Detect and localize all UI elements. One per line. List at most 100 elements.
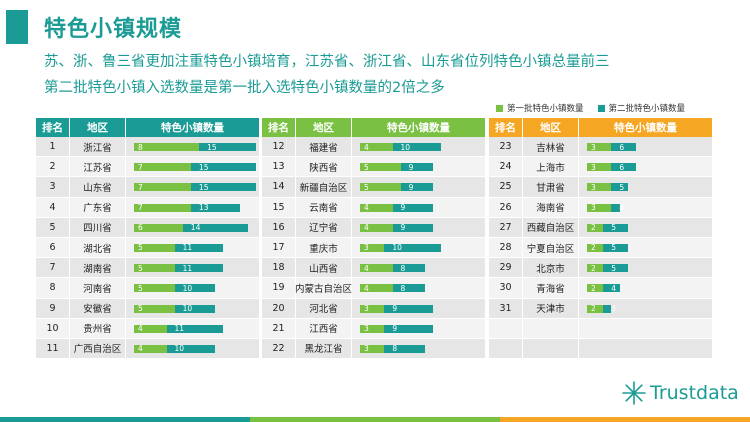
table-row: 17 重庆市 10 3 xyxy=(262,237,486,259)
rank-cell: 27 xyxy=(489,217,523,237)
rank-cell: 16 xyxy=(262,217,296,237)
region-cell: 江西省 xyxy=(296,318,352,338)
rank-cell: 17 xyxy=(262,237,296,258)
table-row: 14 新疆自治区 9 5 xyxy=(262,177,486,198)
table-row: 26 海南省 4 3 xyxy=(489,197,713,218)
footer-strip-green xyxy=(250,417,500,422)
count-cell: 10 5 xyxy=(126,298,260,318)
subtitle-line-2: 第二批特色小镇入选数量是第一批入选特色小镇数量的2倍之多 xyxy=(44,80,445,96)
rank-cell: 10 xyxy=(36,318,70,338)
region-cell: 安徽省 xyxy=(70,298,126,318)
table-row: 22 黑龙江省 8 3 xyxy=(262,338,486,360)
first-batch-bar: 7 xyxy=(134,183,191,192)
count-cell: 14 6 xyxy=(126,217,260,237)
rank-cell: 24 xyxy=(489,157,523,177)
page-title: 特色小镇规模 xyxy=(44,17,183,42)
region-table-2: 排名 地区 特色小镇数量 12 福建省 10 4 13 陕西省 9 5 14 新疆自治区 9 5 15 云南省 9… xyxy=(262,118,486,360)
region-cell: 河北省 xyxy=(296,298,352,318)
rank-cell: 8 xyxy=(36,278,70,298)
rank-cell: 29 xyxy=(489,258,523,278)
header-region: 地区 xyxy=(296,118,352,137)
second-batch-bar: 10 xyxy=(134,304,216,313)
region-cell: 上海市 xyxy=(523,157,579,177)
region-cell: 湖北省 xyxy=(70,237,126,258)
first-batch-bar: 4 xyxy=(360,143,393,152)
rank-cell: 1 xyxy=(36,137,70,157)
second-batch-bar: 10 xyxy=(360,243,442,252)
first-batch-bar: 2 xyxy=(587,243,604,252)
table-row: 25 甘肃省 5 3 xyxy=(489,177,713,198)
table-row: 13 陕西省 9 5 xyxy=(262,157,486,178)
second-batch-bar: 10 xyxy=(134,284,216,293)
table-row: 21 江西省 9 3 xyxy=(262,318,486,339)
region-cell: 天津市 xyxy=(523,298,579,318)
first-batch-bar: 4 xyxy=(360,223,393,232)
region-cell: 北京市 xyxy=(523,258,579,278)
count-cell: 15 7 xyxy=(126,177,260,197)
header-count: 特色小镇数量 xyxy=(579,118,713,137)
rank-cell: 6 xyxy=(36,237,70,258)
region-table-1: 排名 地区 特色小镇数量 1 浙江省 15 8 2 江苏省 15 7 3 山东省 15 7 4 广东省 13 7 5 四… xyxy=(36,118,260,360)
first-batch-bar: 5 xyxy=(134,243,175,252)
rank-cell: 19 xyxy=(262,278,296,298)
count-cell: 15 7 xyxy=(126,157,260,177)
second-batch-bar: 9 xyxy=(360,304,434,313)
region-cell: 福建省 xyxy=(296,137,352,157)
region-cell: 重庆市 xyxy=(296,237,352,258)
first-batch-bar: 3 xyxy=(587,183,612,192)
table-row: 5 四川省 14 6 xyxy=(36,217,260,238)
table-row: 3 山东省 15 7 xyxy=(36,177,260,198)
rank-cell: 28 xyxy=(489,237,523,258)
region-cell: 陕西省 xyxy=(296,157,352,177)
rank-cell: 21 xyxy=(262,318,296,338)
second-batch-bar: 6 xyxy=(587,163,636,172)
count-cell: 10 4 xyxy=(126,338,260,359)
second-batch-bar: 15 xyxy=(134,183,256,192)
region-cell: 云南省 xyxy=(296,197,352,217)
region-cell: 内蒙古自治区 xyxy=(295,278,352,298)
first-batch-bar: 3 xyxy=(360,324,385,333)
header-rank: 排名 xyxy=(489,118,523,137)
first-batch-bar: 7 xyxy=(134,163,191,172)
region-cell: 吉林省 xyxy=(523,137,579,157)
region-cell: 西藏自治区 xyxy=(523,217,579,237)
table-row: 9 安徽省 10 5 xyxy=(36,298,260,319)
second-batch-bar: 11 xyxy=(134,324,224,333)
second-batch-bar: 8 xyxy=(360,344,426,353)
rank-cell: 18 xyxy=(262,258,296,278)
rank-cell: 12 xyxy=(262,137,296,157)
legend-item-second: 第二批特色小镇数量 xyxy=(597,102,686,114)
second-batch-bar: 8 xyxy=(360,284,426,293)
second-batch-bar: 11 xyxy=(134,243,224,252)
region-cell: 辽宁省 xyxy=(296,217,352,237)
table-row: 16 辽宁省 9 4 xyxy=(262,217,486,238)
region-cell: 湖南省 xyxy=(70,258,126,278)
header-count: 特色小镇数量 xyxy=(352,118,486,137)
region-cell xyxy=(523,318,579,338)
chart-legend: 第一批特色小镇数量 第二批特色小镇数量 xyxy=(496,102,699,114)
footer-strip-orange xyxy=(500,417,750,422)
region-cell: 贵州省 xyxy=(70,318,126,338)
region-cell: 江苏省 xyxy=(70,157,126,177)
rank-cell: 30 xyxy=(489,278,523,298)
table-row: 10 贵州省 11 4 xyxy=(36,318,260,339)
rank-cell xyxy=(489,338,523,359)
rank-cell: 13 xyxy=(262,157,296,177)
first-batch-bar: 4 xyxy=(134,344,167,353)
rank-cell: 31 xyxy=(489,298,523,318)
second-batch-bar: 4 xyxy=(587,284,620,293)
legend-label-second: 第二批特色小镇数量 xyxy=(608,104,686,114)
second-batch-bar: 8 xyxy=(360,264,426,273)
rank-cell: 2 xyxy=(36,157,70,177)
